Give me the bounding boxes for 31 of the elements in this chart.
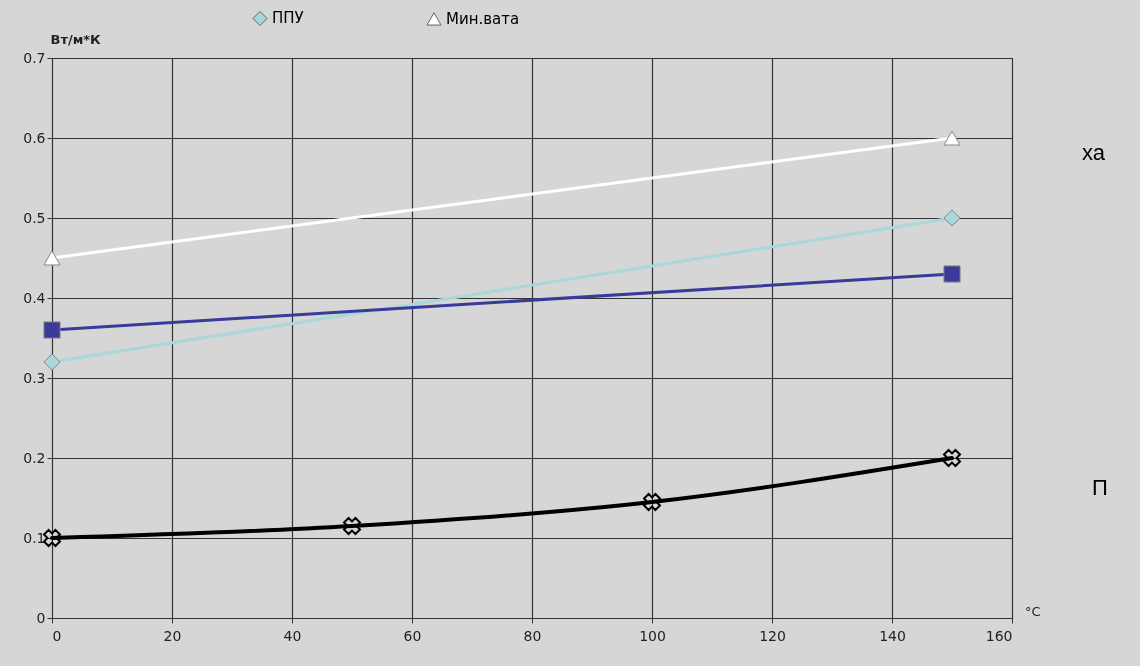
x-tick-label: 20 (163, 627, 182, 644)
point (343, 517, 361, 535)
x-tick-label: 100 (639, 627, 666, 644)
y-tick-label: 0.3 (23, 369, 46, 386)
point (943, 209, 961, 227)
x-tick-label: 0 (52, 627, 62, 644)
x-axis-title: °C (1024, 603, 1041, 619)
text: П (1092, 475, 1108, 500)
y-tick-label: 0 (36, 609, 46, 626)
y-tick-label: 0.2 (23, 449, 46, 466)
legend-label: ППУ (272, 9, 304, 28)
x-tick-label: 160 (985, 627, 1013, 644)
x-tick-label: 140 (879, 627, 906, 644)
point (943, 265, 961, 283)
x-tick-label: 120 (759, 627, 786, 644)
point (43, 353, 61, 371)
point (43, 321, 61, 339)
legend-label: Мин.вата (446, 9, 520, 28)
point (43, 529, 61, 547)
y-tick-label: 0.6 (23, 129, 46, 146)
text: ха (1082, 140, 1106, 165)
x-tick-label: 80 (523, 627, 542, 644)
x-tick-label: 40 (283, 627, 302, 644)
y-tick-label: 0.7 (23, 49, 46, 66)
y-tick-label: 0.4 (23, 289, 46, 306)
point (943, 449, 961, 467)
x-tick-label: 60 (403, 627, 422, 644)
point (643, 493, 661, 511)
y-axis-title: Вт/м*К (50, 31, 102, 47)
y-tick-label: 0.1 (23, 529, 46, 546)
y-tick-label: 0.5 (23, 209, 46, 226)
